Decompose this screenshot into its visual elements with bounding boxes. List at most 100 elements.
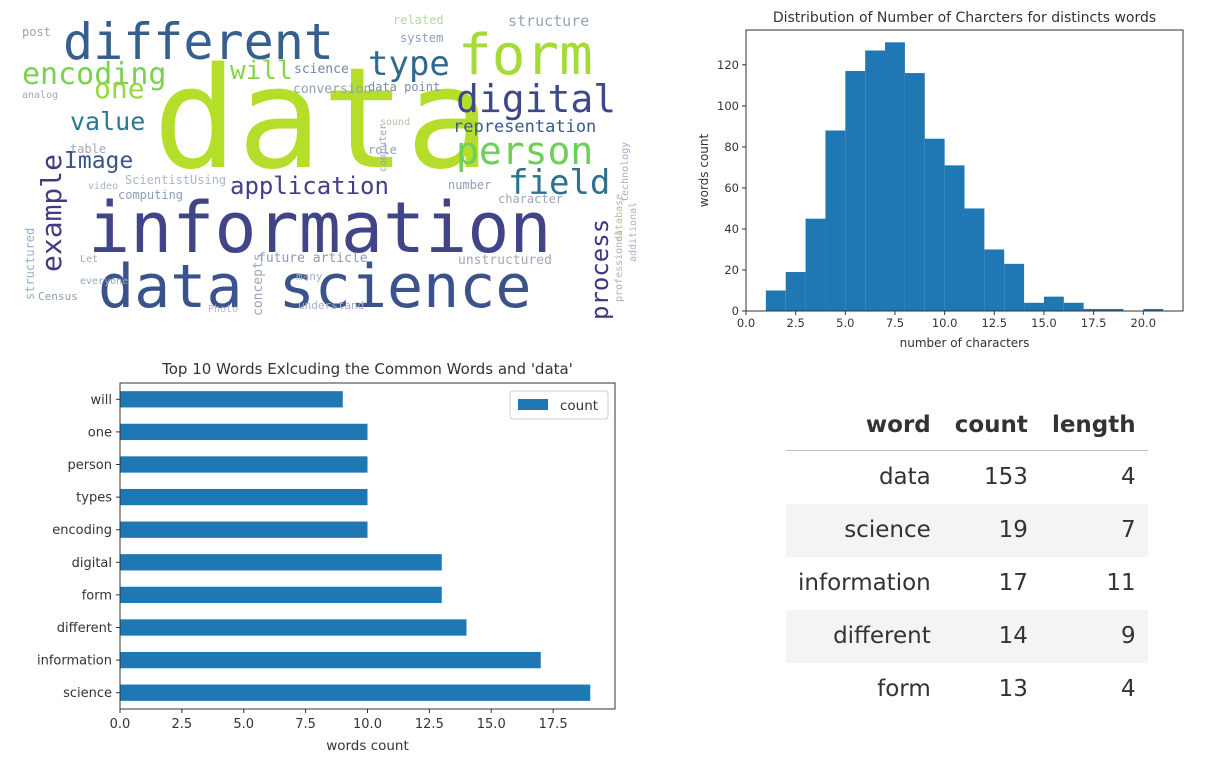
histogram-bar [845,71,866,311]
bar [120,619,467,636]
word-cloud-word: video [88,181,118,192]
table-cell: 17 [998,570,1028,596]
word-cloud-word: data point [368,80,440,94]
word-cloud-word: everyone [80,276,128,287]
x-tick-label: 12.5 [415,717,444,732]
word-cloud-word: ScientistUsing [125,173,226,187]
word-cloud-word: system [400,31,443,45]
table-cell: data [878,464,931,490]
word-cloud-word: professional [614,230,625,302]
word-cloud-word: Census [38,290,78,303]
word-cloud-word: technology [620,142,631,202]
word-cloud-word: unstructured [458,253,552,268]
table-row: information 17 11 [786,557,1148,610]
table-cell: different [786,610,943,663]
word-cloud-word: value [70,107,145,136]
word-cloud-word: one [94,72,145,105]
word-cloud-word: many [296,270,323,283]
word-cloud-word: number [448,178,491,192]
x-tick-label: 20.0 [1130,316,1156,330]
table-cell: science [786,504,943,557]
bar [120,423,368,441]
x-tick-label: 2.5 [172,717,193,732]
word-cloud-word: sound [380,117,410,128]
word-cloud-word: Let [80,254,98,265]
category-label: types [76,491,112,506]
histogram-bar [924,138,945,311]
word-cloud-word: structure [508,12,589,30]
bar [120,521,368,538]
x-tick-label: 10.0 [353,717,382,732]
y-axis-label: words count [697,133,711,207]
column-header-word: word [786,404,943,451]
word-cloud-word: additional [628,202,639,262]
word-cloud-word: post [22,25,51,39]
bar [120,651,541,669]
table-cell: 153 [984,464,1028,490]
y-tick-label: 60 [724,181,739,195]
table-cell: 11 [1106,570,1136,596]
table-row: data 153 4 [786,451,1148,505]
histogram-bar [865,50,886,311]
top-words-bar-chart: Top 10 Words Exlcuding the Common Words … [37,360,616,754]
histogram-bar [1063,302,1084,311]
word-cloud-word: computer [378,124,389,172]
x-tick-label: 5.0 [836,316,854,330]
word-count-table: word count length data 153 4 science 19 … [786,404,1148,716]
table-header-row: word count length [786,404,1148,451]
y-tick-label: 120 [717,58,739,72]
word-cloud-word: science [294,62,349,77]
category-label: person [67,458,112,473]
word-cloud-word: person [456,129,593,173]
x-tick-label: 15.0 [1031,316,1057,330]
category-label: science [63,686,112,701]
x-tick-label: 15.0 [477,717,506,732]
x-axis-label: number of characters [900,336,1030,350]
word-cloud-word: data [153,38,490,201]
word-cloud-word: application [230,172,389,200]
x-tick-label: 17.5 [1081,316,1107,330]
y-tick-label: 80 [724,140,739,154]
histogram-title: Distribution of Number of Charcters for … [773,10,1156,26]
category-label: different [57,621,112,636]
table-cell: 19 [942,504,1040,557]
histogram-bar [904,73,925,311]
histogram-bar [984,249,1005,311]
word-cloud-word: process [586,219,614,320]
word-cloud-word: field [508,163,610,203]
table-cell: 14 [942,610,1040,663]
word-cloud-word: different [63,13,334,71]
word-cloud-word: computing [118,188,183,202]
histogram-frame [745,29,1184,312]
y-tick-label: 20 [724,263,739,277]
word-cloud-word: database [614,194,625,242]
x-tick-label: 7.5 [886,316,904,330]
category-label: will [91,393,112,408]
word-cloud-word: conversion [293,82,371,97]
x-tick-label: 2.5 [787,316,805,330]
bar [120,391,343,408]
table-row: different 14 9 [786,610,1148,663]
word-cloud-word: future article [258,251,368,266]
table-cell: 7 [1039,504,1148,557]
bar [120,684,591,701]
table-row: science 19 7 [786,504,1148,557]
legend-box [509,390,609,420]
character-distribution-histogram: Distribution of Number of Charcters for … [697,10,1184,350]
bar [120,456,368,473]
y-tick-label: 100 [717,99,739,113]
table-cell: 9 [1039,610,1148,663]
bar [120,586,442,604]
word-cloud-word: information [88,187,552,269]
table-cell: 4 [1121,464,1136,490]
histogram-bar [1083,308,1104,311]
word-cloud-word: structured [23,228,37,300]
table-cell: 4 [1121,676,1136,702]
histogram-bar [1004,263,1025,311]
table-row: form 13 4 [786,663,1148,716]
histogram-bar [805,218,826,311]
x-tick-label: 12.5 [981,316,1007,330]
category-label: one [88,425,112,440]
y-tick-label: 0 [732,304,739,318]
histogram-bar [964,208,985,311]
